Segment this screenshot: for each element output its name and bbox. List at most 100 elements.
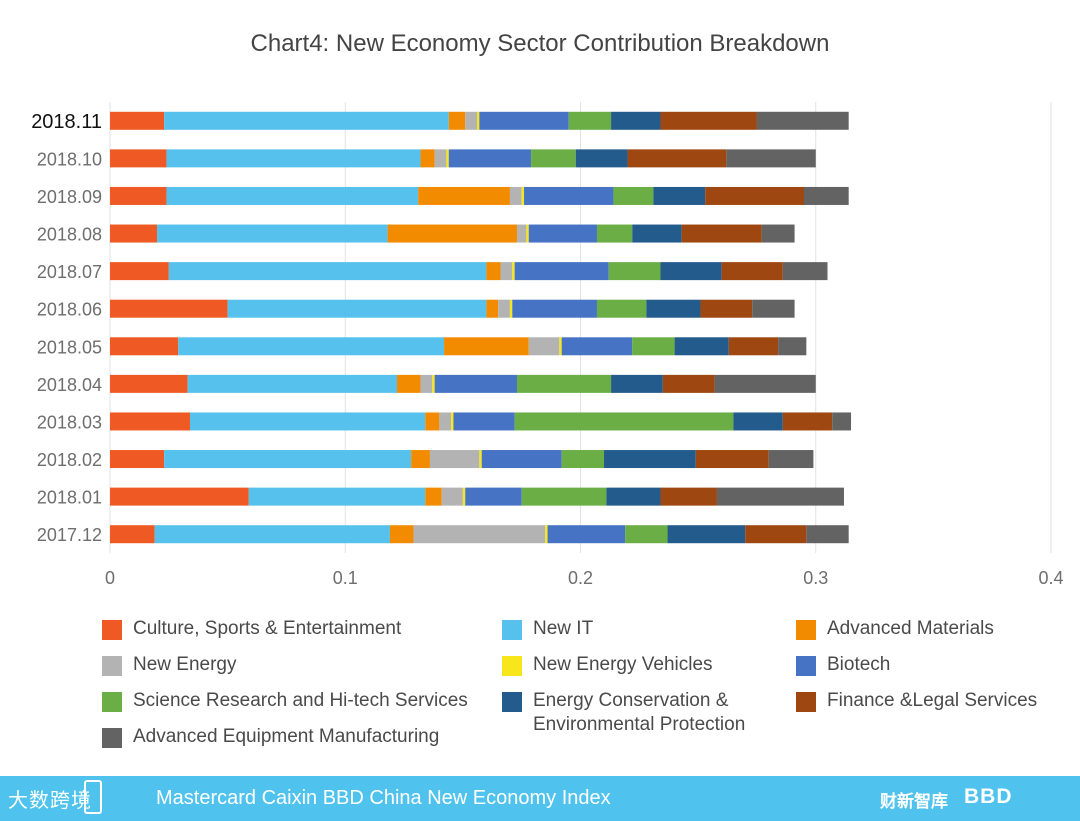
chart-title: Chart4: New Economy Sector Contribution … bbox=[250, 30, 830, 57]
legend-label: Biotech bbox=[827, 654, 891, 675]
bar-segment bbox=[632, 337, 675, 356]
category-label: 2017.12 bbox=[37, 525, 102, 545]
x-tick-label: 0.1 bbox=[333, 568, 358, 588]
bar-segment bbox=[512, 262, 515, 281]
bar-segment bbox=[514, 412, 734, 431]
legend-label: Finance &Legal Services bbox=[827, 690, 1038, 711]
bar-segment bbox=[561, 337, 633, 356]
bar-segment bbox=[660, 111, 757, 130]
bar-segment bbox=[500, 262, 513, 281]
bar-segment bbox=[726, 149, 816, 168]
bar-segment bbox=[509, 186, 522, 205]
bar-segment bbox=[528, 224, 597, 243]
bar-segment bbox=[768, 450, 814, 469]
bar-segment bbox=[387, 224, 517, 243]
bar-segment bbox=[761, 224, 795, 243]
bar-segment bbox=[521, 487, 607, 506]
bar-segment bbox=[164, 450, 412, 469]
legend-item: Finance &Legal Services bbox=[796, 689, 1037, 713]
bar-segment bbox=[420, 374, 433, 393]
bar-segment bbox=[627, 149, 727, 168]
bar-segment bbox=[168, 262, 487, 281]
bar-segment bbox=[189, 412, 426, 431]
legend-label: Culture, Sports & Entertainment bbox=[133, 618, 402, 639]
bar-segment bbox=[756, 111, 849, 130]
bar-segment bbox=[646, 299, 701, 318]
bar-segment bbox=[157, 224, 388, 243]
bar-segment bbox=[721, 262, 783, 281]
bar-segment bbox=[486, 299, 499, 318]
bar-segment bbox=[465, 111, 477, 130]
bar-segment bbox=[568, 111, 612, 130]
bar-segment bbox=[110, 374, 188, 393]
category-label: 2018.03 bbox=[37, 412, 102, 432]
bar-segment bbox=[778, 337, 807, 356]
bar-segment bbox=[444, 337, 529, 356]
bar-segment bbox=[178, 337, 445, 356]
bar-segment bbox=[110, 487, 249, 506]
bar-segment bbox=[608, 262, 661, 281]
bar-segment bbox=[516, 224, 527, 243]
legend-item: Advanced Equipment Manufacturing bbox=[102, 725, 439, 749]
bar-segment bbox=[653, 186, 706, 205]
bar-segment bbox=[451, 412, 454, 431]
bar-segment bbox=[110, 149, 167, 168]
category-label: 2018.06 bbox=[37, 300, 102, 320]
bar-segment bbox=[528, 337, 560, 356]
bar-segment bbox=[561, 450, 605, 469]
bar-segment bbox=[446, 149, 449, 168]
legend-swatch bbox=[102, 692, 122, 712]
legend-swatch bbox=[102, 656, 122, 676]
bar-segment bbox=[526, 224, 529, 243]
category-label: 2018.11 bbox=[31, 111, 102, 133]
bar-segment bbox=[425, 412, 440, 431]
bar-segment bbox=[439, 412, 452, 431]
bar-segment bbox=[110, 224, 158, 243]
x-tick-labels: 0 0.1 0.2 0.3 0.4 bbox=[105, 568, 1064, 588]
category-label: 2018.02 bbox=[37, 450, 102, 470]
bar-segment bbox=[662, 374, 715, 393]
bar-segment bbox=[559, 337, 562, 356]
category-labels: 2018.11 2018.10 2018.09 2018.08 2018.07 2018.… bbox=[31, 111, 102, 545]
bar-segment bbox=[110, 337, 179, 356]
bar-segment bbox=[448, 149, 532, 168]
bar-segment bbox=[575, 149, 628, 168]
bar-segment bbox=[695, 450, 769, 469]
bar-segment bbox=[611, 374, 663, 393]
legend-swatch bbox=[796, 620, 816, 640]
bar-segment bbox=[782, 412, 833, 431]
bar-segment bbox=[547, 525, 626, 544]
footer-title: Mastercard Caixin BBD China New Economy … bbox=[156, 787, 611, 809]
legend-swatch bbox=[796, 692, 816, 712]
bar-segment bbox=[803, 186, 849, 205]
bar-segment bbox=[604, 450, 696, 469]
bar-segment bbox=[733, 412, 783, 431]
legend-item: Energy Conservation & Environmental Prot… bbox=[502, 689, 763, 737]
bar-segment bbox=[606, 487, 661, 506]
bar-segments bbox=[110, 111, 852, 544]
bar-segment bbox=[227, 299, 487, 318]
bar-segment bbox=[110, 525, 155, 544]
legend-swatch bbox=[102, 620, 122, 640]
category-label: 2018.05 bbox=[37, 337, 102, 357]
bar-segment bbox=[674, 337, 729, 356]
bar-segment bbox=[700, 299, 753, 318]
stacked-bar-chart: 2018.11 2018.10 2018.09 2018.08 2018.07 2018.… bbox=[31, 102, 1064, 588]
bar-segment bbox=[429, 450, 480, 469]
bar-segment bbox=[425, 487, 442, 506]
bar-segment bbox=[434, 374, 517, 393]
bar-segment bbox=[110, 450, 165, 469]
x-tick-label: 0 bbox=[105, 568, 115, 588]
bar-segment bbox=[479, 111, 569, 130]
bar-segment bbox=[745, 525, 807, 544]
bar-segment bbox=[432, 374, 435, 393]
bar-segment bbox=[110, 111, 165, 130]
bar-segment bbox=[448, 111, 466, 130]
bar-segment bbox=[514, 262, 609, 281]
bar-segment bbox=[728, 337, 779, 356]
bar-segment bbox=[411, 450, 430, 469]
legend-label: New Energy bbox=[133, 654, 237, 675]
bar-segment bbox=[524, 186, 614, 205]
bar-segment bbox=[397, 374, 421, 393]
bar-segment bbox=[714, 374, 816, 393]
